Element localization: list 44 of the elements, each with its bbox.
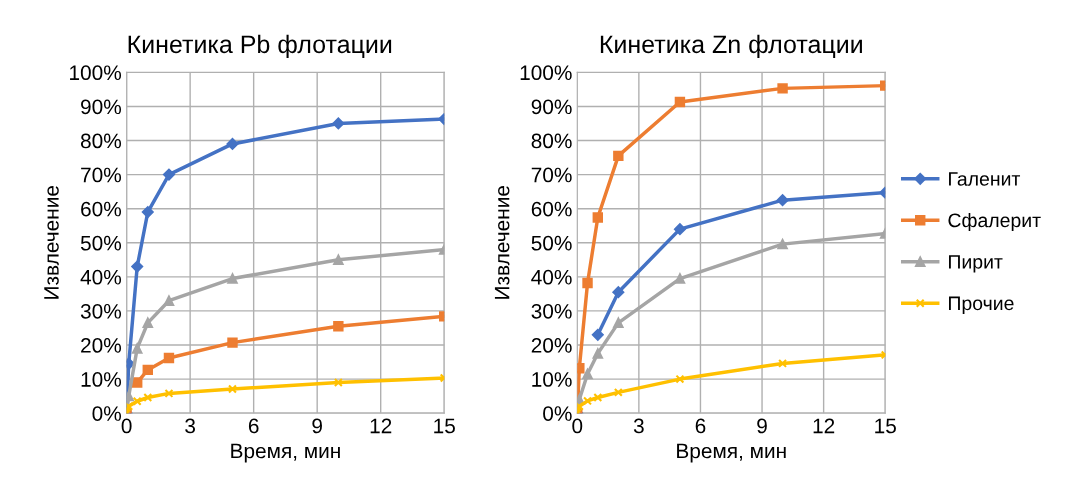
x-tick-label: 12 [813,418,835,434]
x-axis-title: Время, мин [677,443,786,463]
x-tick-label: 15 [434,418,455,434]
x-axis-title: Время, мин [231,443,340,463]
x-tick-label: 12 [370,418,392,434]
y-tick-label: 10% [532,372,572,387]
y-tick-label: 80% [531,133,572,149]
y-tick-label: 30% [531,303,572,319]
y-tick-label: 40% [80,269,122,285]
x-tick-label: 9 [757,418,767,434]
y-tick-label: 80% [80,133,122,149]
y-axis-title: Извлечение [494,186,510,299]
y-tick-label: 50% [80,235,122,251]
x-tick-label: 9 [312,418,322,434]
y-tick-label: 20% [81,338,122,353]
y-tick-label: 20% [531,338,572,353]
y-tick-label: 70% [531,167,572,183]
x-tick-label: 15 [875,418,896,434]
legend-label: Пирит [949,255,1003,273]
y-tick-label: 0% [543,406,572,421]
y-axis-title: Извлечение [44,186,59,299]
y-tick-label: 100% [70,65,122,81]
y-tick-label: 60% [81,201,122,217]
x-tick-label: 3 [633,418,644,434]
y-tick-label: 70% [81,167,122,183]
chart-title: Кинетика Zn флотации [600,34,862,59]
y-tick-label: 0% [92,406,122,421]
x-tick-label: 0 [572,418,583,434]
x-tick-label: 6 [695,418,706,434]
y-tick-label: 90% [531,99,572,115]
y-tick-label: 100% [520,65,572,81]
x-tick-label: 6 [248,418,259,434]
chart-title: Кинетика Pb флотации [128,34,392,59]
y-tick-label: 30% [80,303,122,319]
y-tick-label: 60% [531,201,572,217]
y-tick-label: 40% [531,269,572,285]
y-tick-label: 50% [531,235,572,251]
y-tick-label: 90% [81,99,122,115]
legend-label: Прочие [949,296,1014,315]
x-tick-label: 3 [185,418,196,434]
x-tick-label: 0 [121,418,132,434]
y-tick-label: 10% [81,372,122,387]
legend-label: Галенит [949,172,1021,186]
legend-label: Сфалерит [948,212,1041,232]
